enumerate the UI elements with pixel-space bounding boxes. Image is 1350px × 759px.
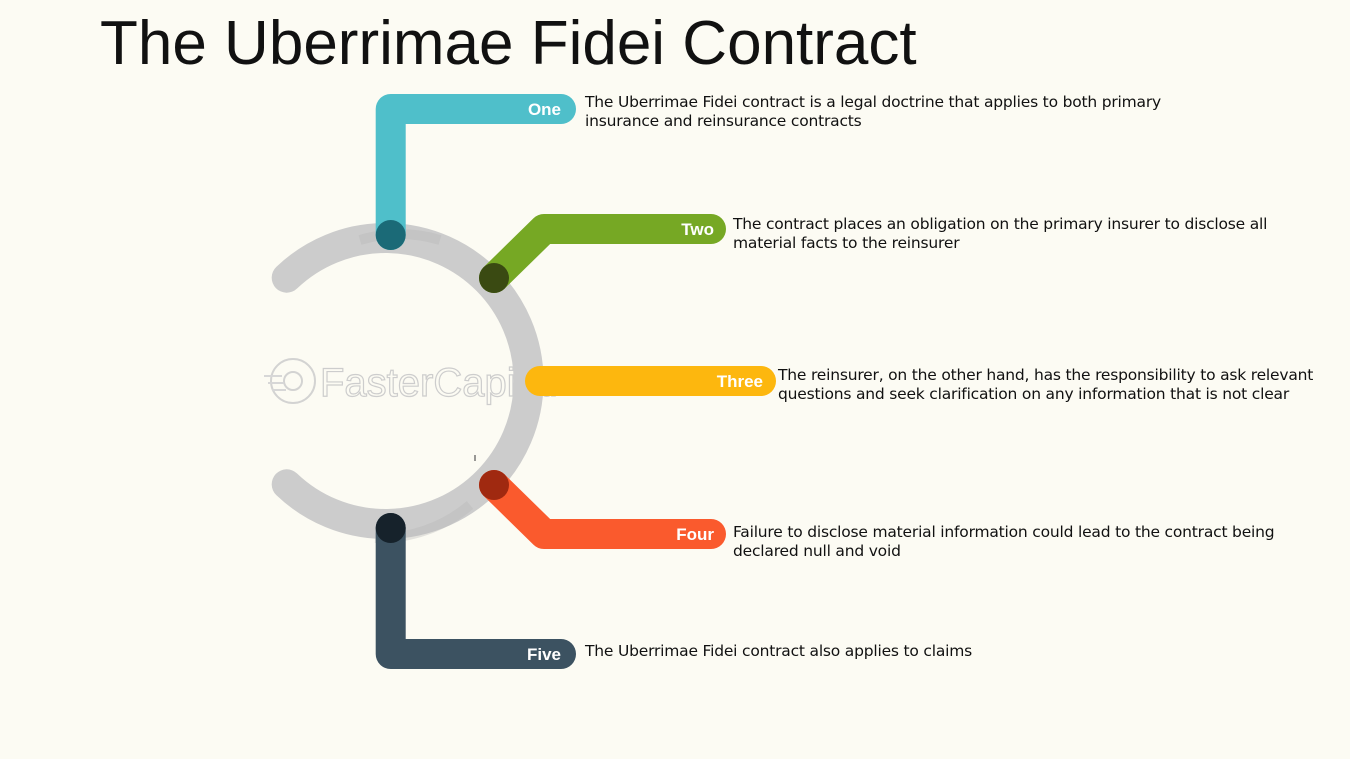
step-one-text: The Uberrimae Fidei contract is a legal … [585,93,1161,130]
step-three-connector: Three [525,366,776,396]
step-five-text: The Uberrimae Fidei contract also applie… [585,642,973,660]
step-four-tag: Four [676,525,714,544]
step-five-node [375,513,406,543]
step-two-node [479,263,509,293]
step-five-tag: Five [527,645,561,664]
step-four-connector: Four [479,470,726,549]
step-five-connector: Five [375,513,576,669]
step-one-tag: One [528,100,561,119]
step-two-tag: Two [681,220,714,239]
step-two-connector: Two [479,214,726,293]
step-three-text: The reinsurer, on the other hand, has th… [778,366,1314,403]
page-title: The Uberrimae Fidei Contract [100,9,917,78]
step-one-connector: One [375,94,576,250]
gear-icon [270,358,316,404]
step-four-node [479,470,509,500]
step-one-node [375,220,406,250]
step-three-tag: Three [717,372,763,391]
step-two-text: The contract places an obligation on the… [733,215,1268,252]
step-four-text: Failure to disclose material information… [733,523,1275,560]
